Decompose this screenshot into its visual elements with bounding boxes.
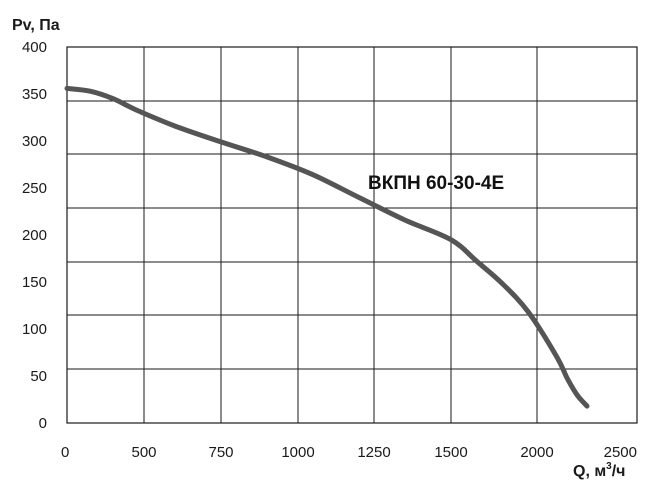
series-line-0 [64, 85, 590, 409]
x-tick-label: 2500 [604, 444, 637, 461]
x-tick-label: 750 [208, 444, 233, 461]
y-axis-title: Pv, Па [12, 17, 60, 34]
x-tick-label: 1500 [434, 444, 467, 461]
x-axis-title: Q, м3/ч [573, 461, 625, 480]
x-tick-label: 500 [131, 444, 156, 461]
series-lines [64, 85, 590, 409]
plot-frame [66, 46, 638, 424]
x-tick-label: 1000 [281, 444, 314, 461]
x-tick-label: 1250 [357, 444, 390, 461]
y-tick-label: 350 [22, 86, 47, 103]
y-tick-label: 200 [22, 227, 47, 244]
x-axis-title-unit: /ч [612, 463, 626, 480]
y-tick-label: 300 [22, 133, 47, 150]
plot-border [66, 46, 638, 424]
y-tick-label: 250 [22, 180, 47, 197]
x-axis-title-superscript: 3 [606, 461, 612, 472]
grid [67, 46, 637, 423]
y-tick-label: 0 [39, 415, 47, 432]
y-tick-label: 100 [22, 321, 47, 338]
y-axis-ticks: 0 50 100 150 200 250 300 350 400 [22, 39, 47, 432]
series-label: ВКПН 60-30-4Е [368, 173, 504, 194]
y-tick-label: 150 [22, 274, 47, 291]
x-axis-title-main: Q, м [573, 463, 606, 480]
x-axis-ticks: 0 500 750 1000 1250 1500 2000 2500 [61, 444, 637, 461]
x-tick-label: 0 [61, 444, 69, 461]
y-tick-label: 50 [30, 368, 47, 385]
x-tick-label: 2000 [520, 444, 553, 461]
y-tick-label: 400 [22, 39, 47, 56]
